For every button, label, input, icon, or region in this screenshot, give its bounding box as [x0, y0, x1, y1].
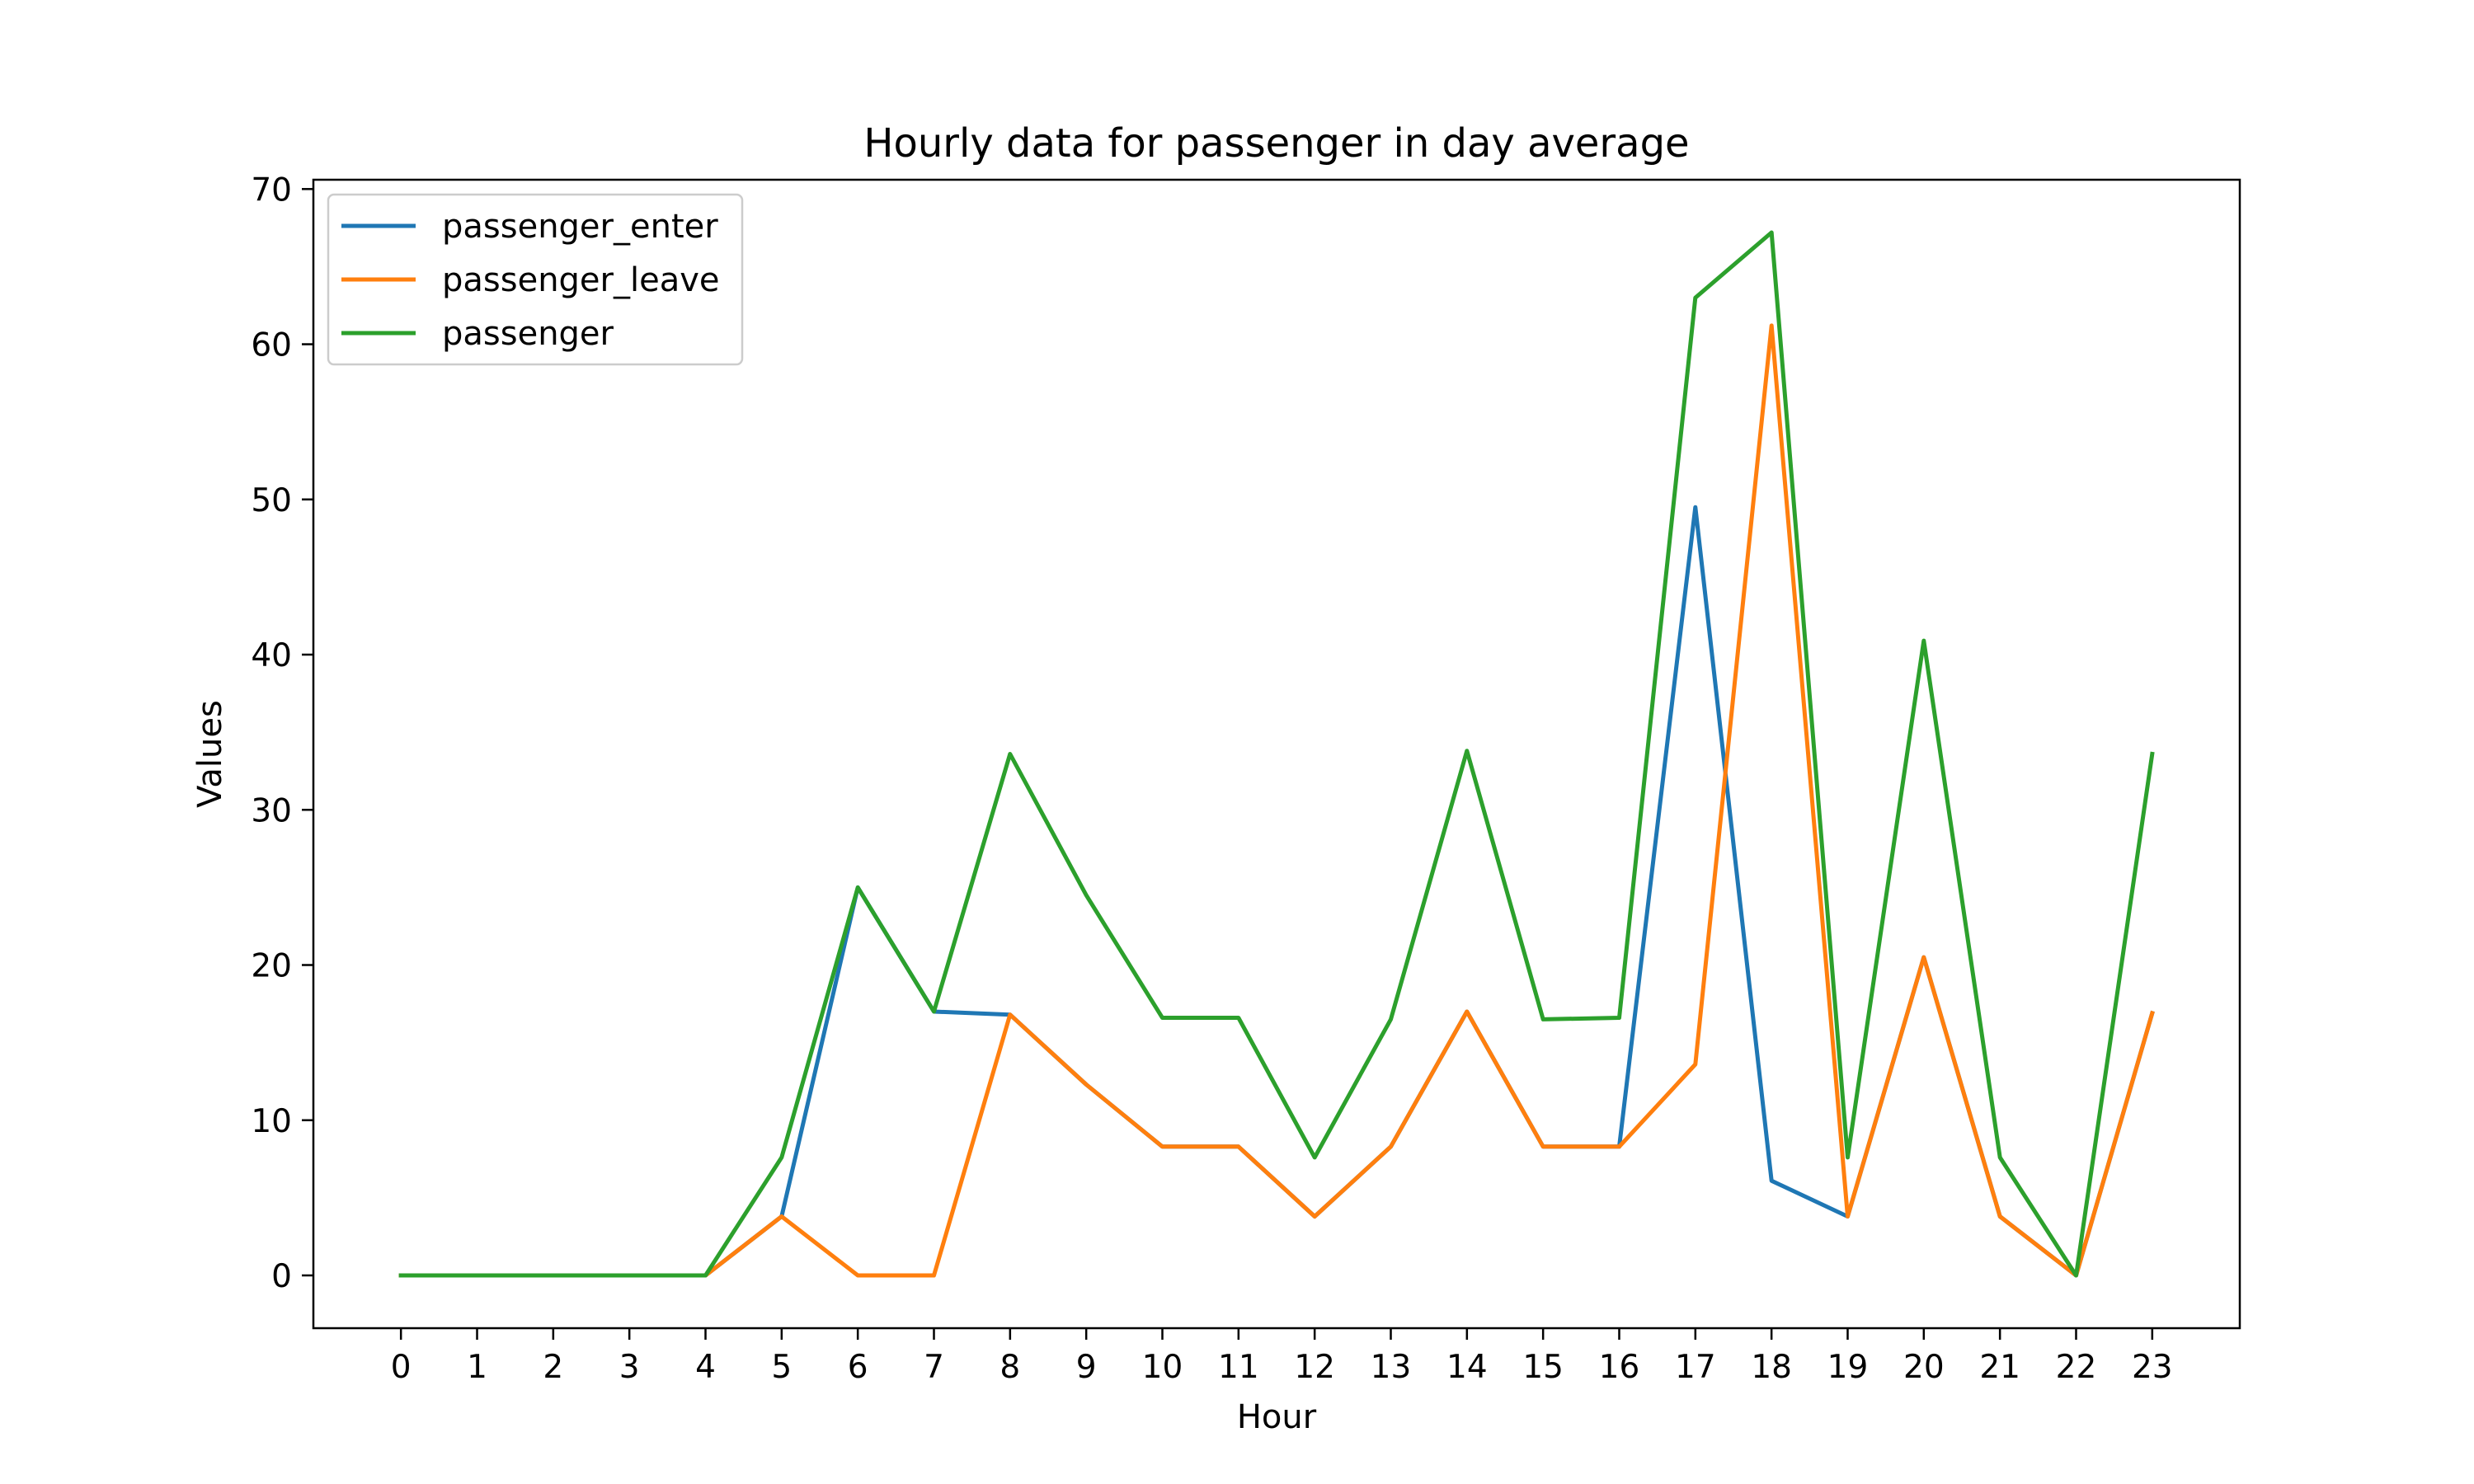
y-tick-label: 70	[251, 171, 292, 209]
x-tick-label: 3	[619, 1349, 640, 1386]
y-tick-label: 10	[251, 1103, 292, 1140]
x-tick-label: 2	[543, 1349, 563, 1386]
y-tick-label: 30	[251, 792, 292, 829]
x-tick-label: 12	[1294, 1349, 1335, 1386]
x-tick-label: 0	[391, 1349, 412, 1386]
plot-area-frame	[312, 178, 2241, 1330]
x-tick-label: 6	[848, 1349, 868, 1386]
x-tick-label: 1	[467, 1349, 487, 1386]
x-tick-label: 7	[924, 1349, 944, 1386]
x-tick-label: 5	[771, 1349, 792, 1386]
x-tick-label: 8	[999, 1349, 1020, 1386]
series-layer	[398, 230, 2155, 1278]
x-tick-label: 22	[2056, 1349, 2097, 1386]
x-tick-label: 4	[695, 1349, 716, 1386]
x-tick-label: 23	[2132, 1349, 2173, 1386]
y-tick-label: 50	[251, 482, 292, 519]
y-tick-label: 0	[271, 1258, 292, 1295]
x-tick-label: 18	[1751, 1349, 1792, 1386]
x-tick-label: 10	[1142, 1349, 1183, 1386]
x-tick-label: 20	[1903, 1349, 1945, 1386]
y-tick-label: 40	[251, 637, 292, 674]
y-tick-label: 60	[251, 327, 292, 364]
x-tick-label: 19	[1827, 1349, 1869, 1386]
y-axis-label: Values	[191, 700, 229, 808]
x-tick-label: 16	[1599, 1349, 1640, 1386]
x-tick-label: 11	[1218, 1349, 1259, 1386]
x-tick-label: 9	[1076, 1349, 1097, 1386]
legend-label: passenger_leave	[442, 261, 720, 299]
x-tick-label: 13	[1371, 1349, 1412, 1386]
x-tick-label: 14	[1446, 1349, 1488, 1386]
x-tick-label: 17	[1675, 1349, 1716, 1386]
x-axis-ticks: 0 1 2 3 4 5 6 7 8 9 10 11 12 13 14 15 16 17 18 19 20 21 22 23	[391, 1328, 2173, 1386]
y-tick-label: 20	[251, 948, 292, 985]
y-axis-ticks: 0 10 20 30 40 50 60 70	[251, 171, 313, 1295]
chart-title: Hourly data for passenger in day average	[863, 120, 1689, 167]
legend-label: passenger_enter	[442, 208, 718, 246]
legend: passenger_enter passenger_leave passenger	[327, 193, 744, 366]
legend-label: passenger	[442, 315, 614, 353]
series-line-passenger	[398, 230, 2155, 1278]
legend-box	[327, 193, 744, 366]
x-tick-label: 21	[1979, 1349, 2020, 1386]
x-axis-label: Hour	[1237, 1398, 1317, 1436]
x-tick-label: 15	[1522, 1349, 1564, 1386]
